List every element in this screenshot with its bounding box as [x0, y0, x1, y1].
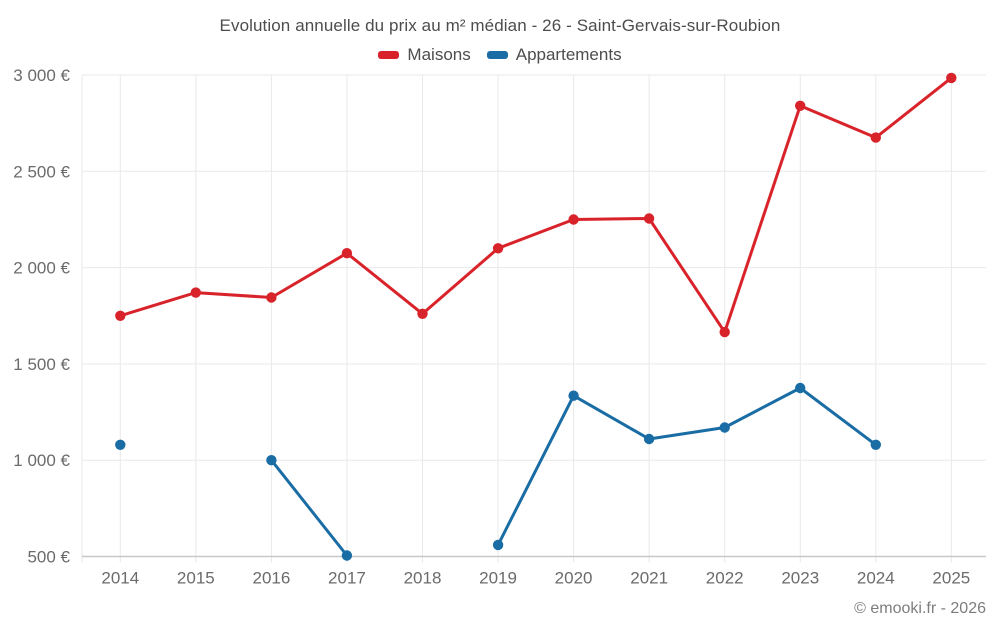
legend-label-maisons: Maisons	[407, 45, 471, 64]
x-axis-tick-label: 2017	[328, 569, 366, 588]
x-axis-tick-label: 2022	[706, 569, 744, 588]
point-maisons-2016[interactable]	[266, 292, 277, 303]
x-axis-tick-label: 2018	[404, 569, 442, 588]
y-axis-tick-label: 2 000 €	[13, 259, 70, 278]
point-appartements-2024[interactable]	[870, 439, 881, 450]
x-axis-tick-label: 2015	[177, 569, 215, 588]
point-appartements-2021[interactable]	[643, 433, 655, 445]
point-maisons-2021[interactable]	[643, 213, 655, 224]
y-axis-tick-label: 500 €	[27, 548, 70, 567]
x-axis-tick-label: 2020	[555, 569, 593, 588]
x-axis-tick-label: 2025	[932, 569, 970, 588]
legend-swatch-appartements-icon	[486, 51, 508, 59]
point-appartements-2014[interactable]	[115, 439, 126, 450]
y-axis-tick-label: 3 000 €	[13, 66, 70, 85]
point-maisons-2018[interactable]	[417, 308, 428, 319]
point-maisons-2014[interactable]	[115, 310, 126, 321]
series-line-maisons	[118, 76, 953, 334]
x-axis-tick-label: 2021	[630, 569, 668, 588]
chart-legend: Maisons Appartements	[0, 45, 1000, 65]
point-maisons-2024[interactable]	[870, 132, 881, 143]
point-maisons-2019[interactable]	[492, 243, 504, 254]
x-axis-tick-label: 2016	[252, 569, 290, 588]
y-axis-tick-label: 2 500 €	[13, 162, 70, 181]
point-appartements-2023[interactable]	[795, 382, 806, 394]
point-appartements-2016[interactable]	[266, 455, 277, 466]
x-axis-tick-label: 2024	[857, 569, 895, 588]
point-appartements-2019[interactable]	[492, 539, 504, 551]
chart-title: Evolution annuelle du prix au m² médian …	[219, 16, 781, 35]
point-maisons-2022[interactable]	[719, 326, 730, 338]
point-maisons-2015[interactable]	[190, 287, 201, 298]
copyright-footer: © emooki.fr - 2026	[854, 600, 986, 617]
point-maisons-2020[interactable]	[568, 214, 579, 225]
legend-item-appartements[interactable]: Appartements	[486, 45, 622, 65]
point-appartements-2020[interactable]	[568, 390, 579, 401]
x-axis-tick-label: 2014	[101, 569, 139, 588]
y-axis-tick-label: 1 500 €	[13, 355, 70, 374]
series-line-appartements	[269, 386, 878, 557]
point-appartements-2022[interactable]	[719, 422, 730, 433]
x-axis-tick-label: 2019	[479, 569, 517, 588]
legend-item-maisons[interactable]: Maisons	[378, 45, 471, 65]
point-maisons-2025[interactable]	[946, 72, 957, 84]
point-appartements-2017[interactable]	[341, 550, 353, 561]
point-maisons-2023[interactable]	[795, 100, 806, 112]
x-axis-tick-label: 2023	[781, 569, 819, 588]
y-axis-tick-label: 1 000 €	[13, 451, 70, 470]
legend-label-appartements: Appartements	[515, 45, 622, 64]
point-maisons-2017[interactable]	[341, 248, 353, 259]
legend-swatch-maisons-icon	[378, 51, 400, 59]
